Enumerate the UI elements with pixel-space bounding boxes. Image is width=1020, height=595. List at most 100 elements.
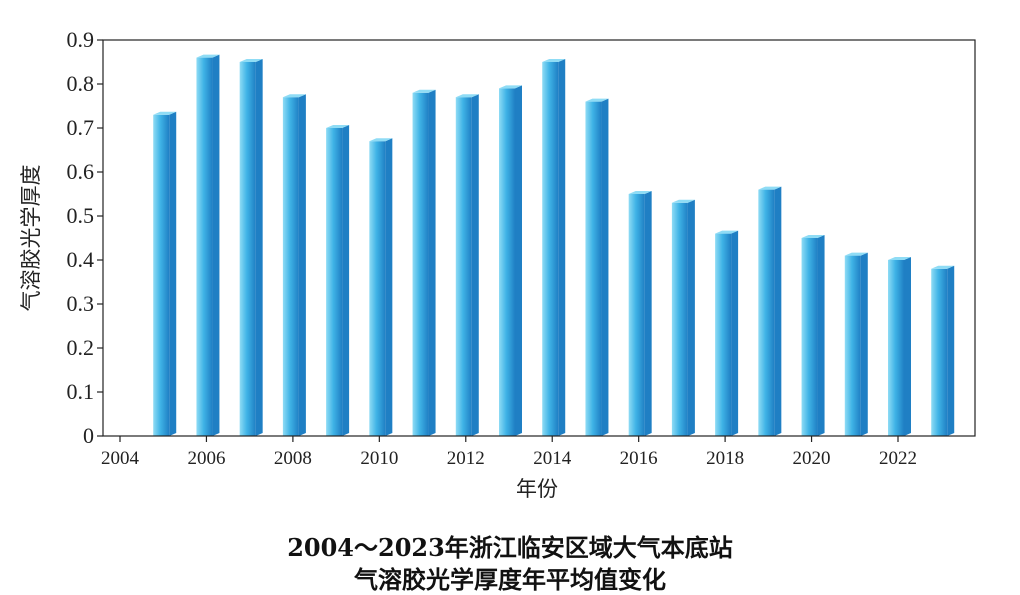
bar-top	[758, 186, 782, 190]
bar-chart: 0 0.1 0.2 0.3 0.4 0.5 0.6 0.7 0.8 0.9 2004 2006 2008…	[19, 27, 976, 501]
bar-front	[282, 97, 299, 436]
bar-side	[687, 199, 695, 436]
x-tick-label: 2018	[706, 448, 744, 469]
bar	[542, 59, 566, 436]
bar	[715, 230, 739, 436]
bar-front	[801, 238, 818, 436]
y-tick-label: 0.8	[67, 71, 95, 96]
x-tick-label: 2014	[533, 448, 572, 469]
bar	[628, 191, 652, 436]
bar-side	[817, 235, 825, 436]
bar-top	[715, 230, 739, 234]
bar-side	[947, 265, 955, 436]
bars-layer	[153, 54, 955, 437]
bar-top	[585, 98, 609, 102]
bar	[499, 85, 522, 437]
bar-top	[801, 235, 825, 238]
bar-front	[758, 189, 775, 436]
bar-side	[904, 257, 911, 436]
x-tick-label: 2006	[187, 448, 225, 469]
bar-top	[671, 199, 695, 203]
bar-front	[412, 92, 429, 437]
bar-side	[385, 138, 393, 436]
bar-front	[455, 97, 472, 436]
bar	[801, 235, 825, 436]
bar-front	[153, 114, 170, 437]
y-tick-label: 0.7	[67, 115, 95, 140]
bar-side	[558, 59, 566, 436]
bar-top	[239, 59, 263, 62]
y-axis-title: 气溶胶光学厚度	[19, 165, 43, 312]
y-tick-label: 0.1	[67, 379, 95, 404]
bar	[153, 111, 177, 437]
bar-front	[239, 62, 256, 436]
x-tick-label: 2008	[274, 448, 312, 469]
bar-side	[298, 94, 306, 436]
bar	[282, 94, 306, 436]
bar-top	[153, 111, 177, 115]
bar	[455, 94, 479, 436]
bar-front	[888, 260, 904, 436]
bar-top	[455, 94, 479, 98]
bar-side	[212, 54, 220, 436]
bar	[412, 89, 436, 437]
bar	[844, 252, 868, 436]
bar-front	[499, 88, 515, 437]
bar-front	[671, 202, 688, 436]
y-tick-label: 0.3	[67, 291, 95, 316]
bar-side	[644, 191, 652, 436]
bar-top	[628, 191, 652, 194]
x-tick-label: 2020	[793, 448, 831, 469]
plot-frame	[102, 39, 976, 437]
bar-front	[931, 268, 948, 436]
bar	[888, 257, 911, 436]
x-tick-label: 2022	[879, 448, 917, 469]
bar-front	[369, 141, 386, 436]
bar-top	[888, 257, 911, 260]
bar-side	[601, 98, 609, 436]
bar-side	[515, 85, 522, 437]
axes-layer: 0 0.1 0.2 0.3 0.4 0.5 0.6 0.7 0.8 0.9 2004 2006 2008…	[67, 27, 976, 469]
bar-top	[369, 138, 393, 142]
bar-front	[715, 233, 732, 436]
bar	[239, 59, 263, 436]
y-tick-label: 0.4	[67, 247, 95, 272]
bar-top	[844, 252, 868, 256]
bar-top	[931, 265, 955, 269]
bar	[585, 98, 609, 436]
bar-front	[628, 194, 645, 436]
x-tick-label: 2004	[101, 448, 140, 469]
bar-front	[196, 57, 213, 436]
y-tick-label: 0.2	[67, 335, 95, 360]
bar-front	[585, 101, 602, 436]
bar	[931, 265, 955, 436]
y-tick-label: 0.9	[67, 27, 95, 52]
bar-front	[844, 255, 861, 436]
y-tick-label: 0.6	[67, 159, 95, 184]
bar	[326, 125, 350, 436]
x-tick-label: 2012	[447, 448, 485, 469]
bar-front	[326, 128, 343, 436]
bar-front	[542, 62, 559, 436]
y-tick-label: 0	[83, 423, 94, 448]
bar	[671, 199, 695, 436]
x-tick-label: 2010	[360, 448, 398, 469]
bar-top	[412, 89, 436, 93]
bar	[758, 186, 782, 436]
bar-top	[282, 94, 306, 98]
x-axis-title: 年份	[516, 477, 558, 501]
bar-side	[169, 111, 177, 437]
bar-side	[342, 125, 350, 436]
bar	[196, 54, 220, 436]
bar-side	[255, 59, 263, 436]
bar-side	[731, 230, 739, 436]
bar-top	[499, 85, 522, 89]
x-tick-label: 2016	[620, 448, 658, 469]
y-tick-label: 0.5	[67, 203, 95, 228]
bar-side	[860, 252, 868, 436]
chart-caption-line2: 气溶胶光学厚度年平均值变化	[354, 565, 666, 594]
bar-side	[428, 89, 436, 437]
bar	[369, 138, 393, 436]
bar-top	[196, 54, 220, 58]
